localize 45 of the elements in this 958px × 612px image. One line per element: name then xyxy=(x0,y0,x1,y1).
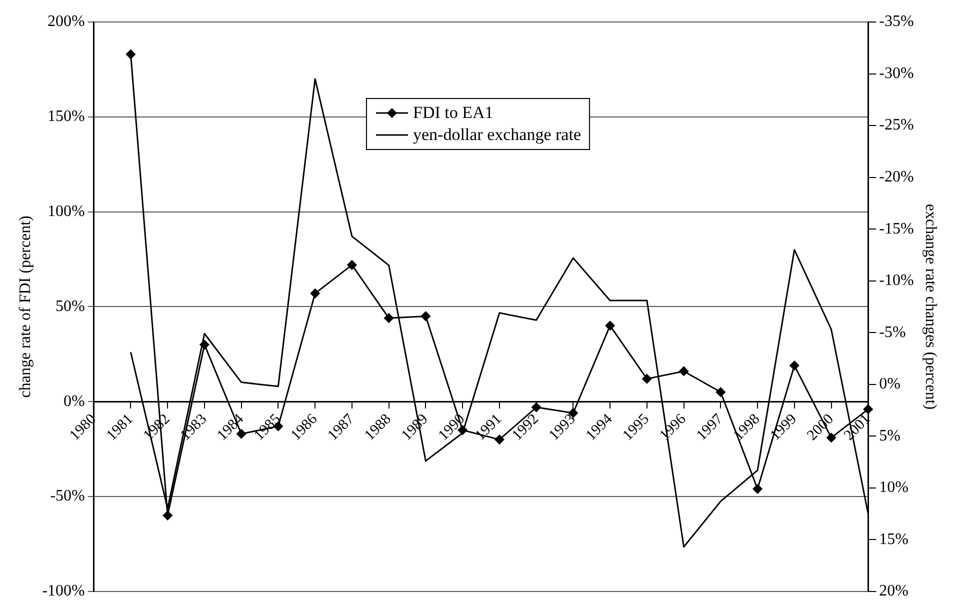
y2-tick-label: -15% xyxy=(879,220,914,238)
x-tick-label: 1991 xyxy=(472,411,506,444)
point xyxy=(790,360,800,370)
x-tick-label: 1990 xyxy=(436,411,468,444)
y2-tick-label: 15% xyxy=(879,530,908,548)
y-tick-label: -100% xyxy=(42,582,85,600)
y-tick-label: 0% xyxy=(64,392,85,410)
y2-tick-label: -25% xyxy=(879,116,914,134)
x-tick-label: 1980 xyxy=(66,411,100,444)
y2-tick-label: -10% xyxy=(879,272,914,290)
y-tick-label: 150% xyxy=(48,108,85,126)
x-tick-label: 1981 xyxy=(104,411,136,444)
point xyxy=(200,340,210,350)
y-tick-label: 100% xyxy=(48,203,85,220)
y2-tick-label: 0% xyxy=(879,376,900,393)
point xyxy=(384,313,394,323)
point xyxy=(605,320,615,330)
y2-tick-label: 10% xyxy=(879,479,908,496)
y-tick-label: 200% xyxy=(48,13,85,30)
y-tick-label: 50% xyxy=(56,298,85,315)
y-axis-title: change rate of FDI (percent) xyxy=(16,216,34,398)
point xyxy=(642,374,652,384)
legend-label: yen-dollar exchange rate xyxy=(412,124,582,146)
x-tick-label: 1999 xyxy=(767,411,800,444)
point xyxy=(347,260,357,270)
x-tick-label: 1989 xyxy=(398,411,432,444)
y2-tick-label: -30% xyxy=(879,64,914,82)
point xyxy=(532,402,542,412)
point xyxy=(310,288,320,298)
y2-tick-label: 20% xyxy=(879,582,908,600)
legend-label: FDI to EA1 xyxy=(412,102,494,124)
point xyxy=(716,387,726,397)
point xyxy=(752,484,762,494)
point xyxy=(679,366,689,376)
point xyxy=(420,311,430,321)
y2-tick-label: 5% xyxy=(879,427,900,444)
y2-tick-label: -5% xyxy=(879,324,906,341)
y2-tick-label: -35% xyxy=(879,13,914,30)
x-tick-label: 1992 xyxy=(509,411,542,444)
y2-tick-label: -20% xyxy=(879,168,914,186)
y2-axis-title: exchange rate changes (percent) xyxy=(922,204,940,410)
point xyxy=(126,50,136,60)
point xyxy=(162,510,172,520)
y-tick-label: -50% xyxy=(50,488,85,505)
point xyxy=(863,404,873,414)
